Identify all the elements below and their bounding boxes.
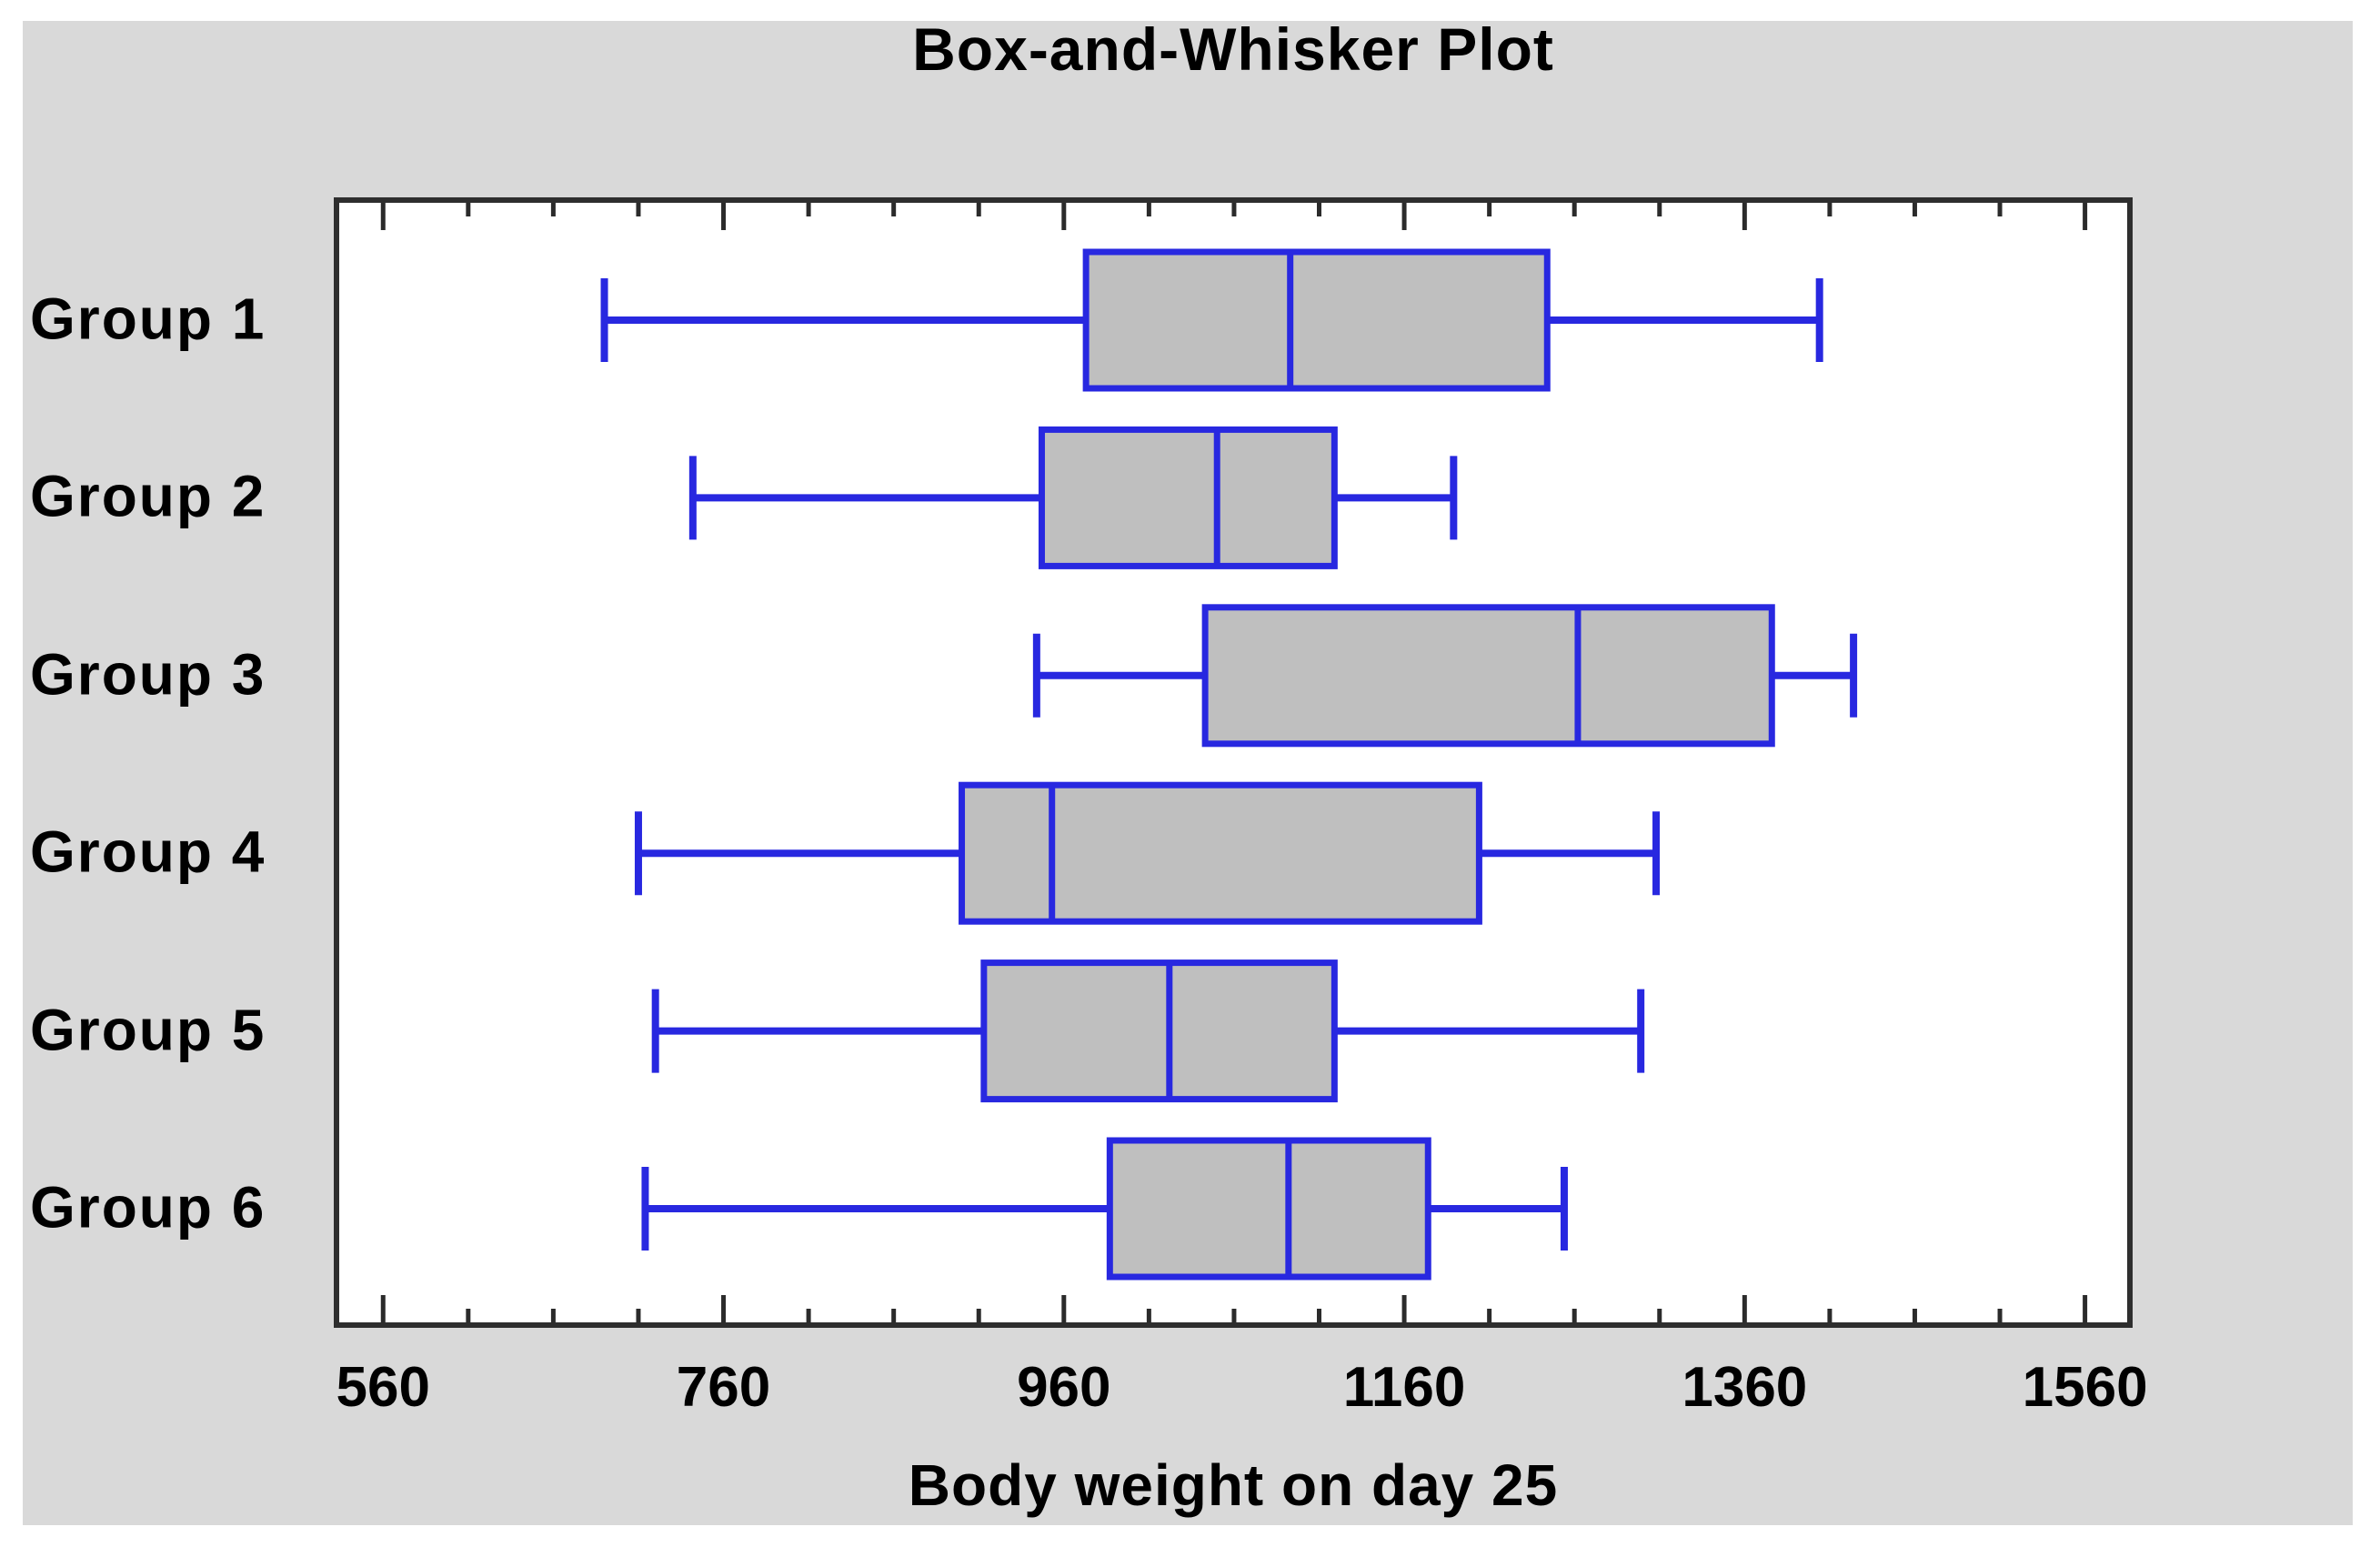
- iqr-box: [1082, 248, 1551, 392]
- x-axis-tick-label-560: 560: [336, 1356, 430, 1419]
- y-axis-label-group-4: Group 4: [30, 819, 266, 885]
- x-axis-tick-label-1160: 1160: [1342, 1356, 1466, 1419]
- y-axis-label-group-2: Group 2: [30, 463, 266, 529]
- iqr-box: [1038, 426, 1338, 569]
- y-axis-label-group-5: Group 5: [30, 997, 266, 1063]
- iqr-box: [959, 781, 1482, 925]
- chart-title: Box-and-Whisker Plot: [912, 15, 1554, 83]
- iqr-box: [980, 959, 1338, 1103]
- y-axis-label-group-1: Group 1: [30, 286, 266, 352]
- x-axis-tick-label-1360: 1360: [1682, 1356, 1808, 1419]
- x-axis-tick-label-760: 760: [676, 1356, 771, 1419]
- x-axis-tick-label-960: 960: [1017, 1356, 1111, 1419]
- iqr-box: [1201, 604, 1775, 748]
- x-axis-title: Body weight on day 25: [908, 1452, 1559, 1518]
- y-axis-label-group-3: Group 3: [30, 641, 266, 708]
- iqr-box: [1106, 1137, 1431, 1281]
- y-axis-label-group-6: Group 6: [30, 1174, 266, 1241]
- x-axis-tick-label-1560: 1560: [2022, 1356, 2148, 1419]
